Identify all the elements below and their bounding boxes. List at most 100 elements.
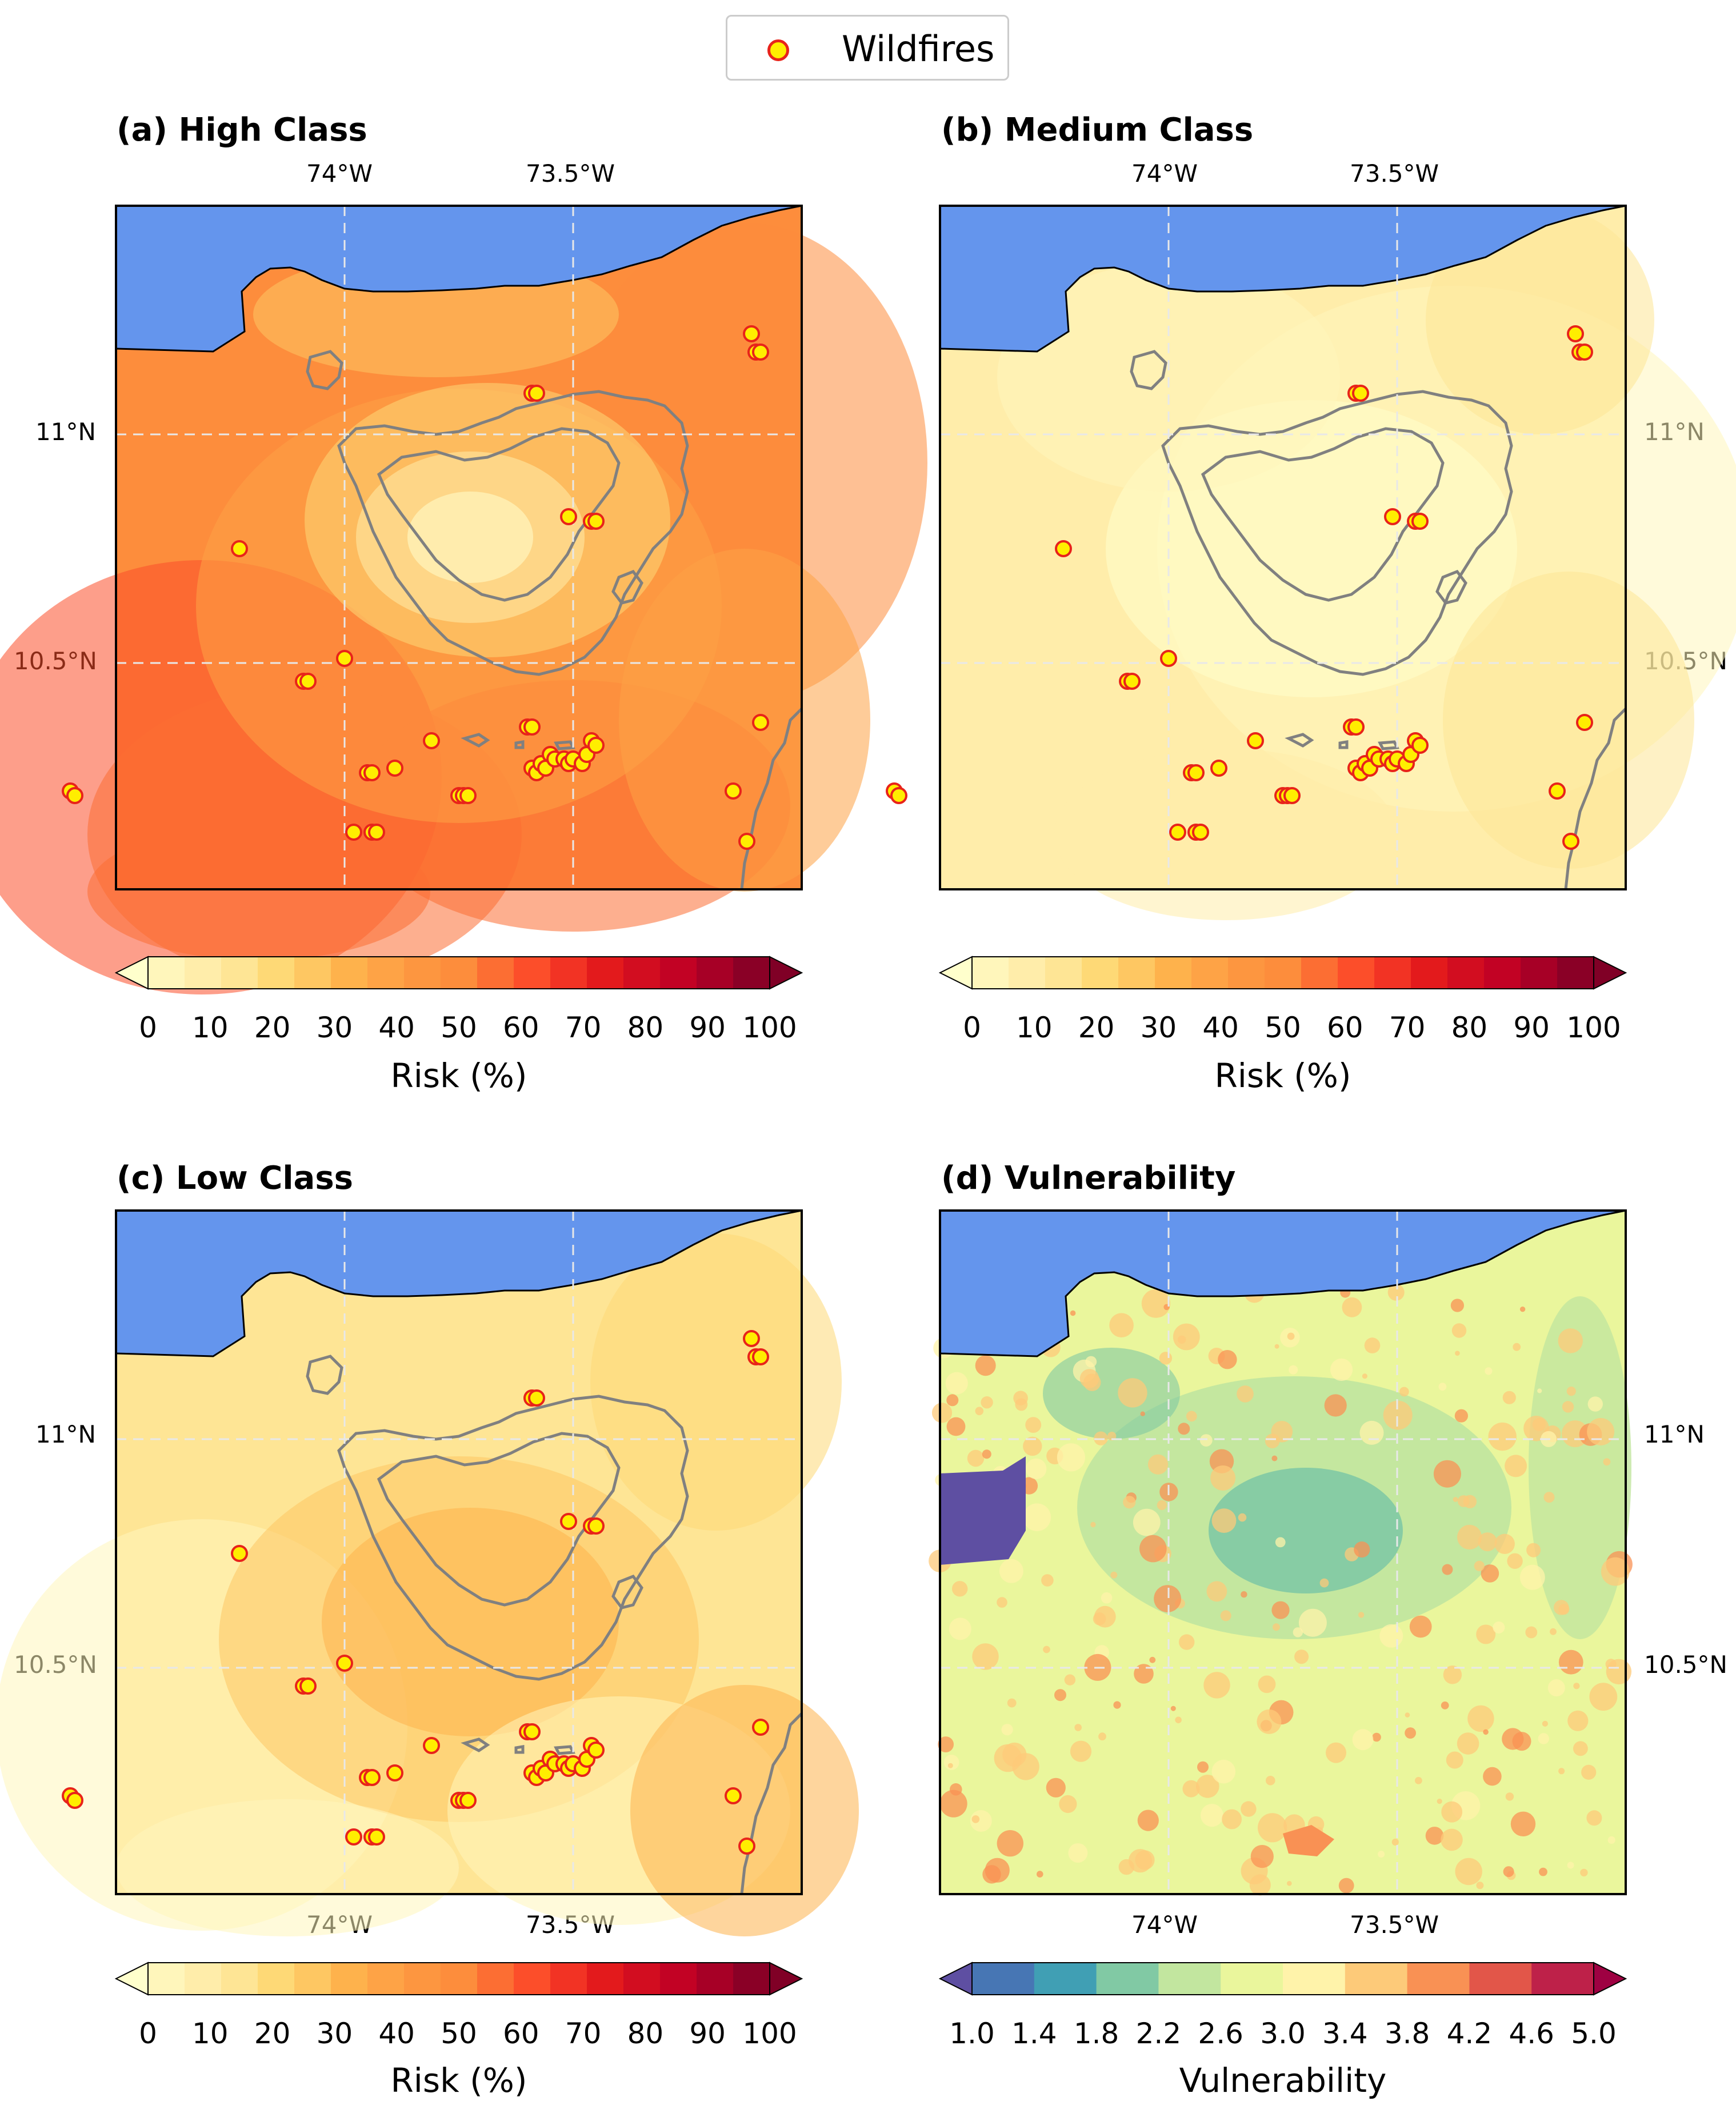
colorbar-bin	[221, 1963, 258, 1995]
colorbar-tick-label: 20	[1078, 1011, 1115, 1044]
wildfire-marker-icon	[767, 39, 789, 61]
risk-colorbar-ticks-c: 0 10 20 30 40 50 60 70 80 90 100	[116, 2018, 802, 2052]
wildfire-point	[231, 540, 248, 557]
wildfire-point	[231, 1545, 248, 1562]
colorbar-tick-label: 70	[565, 2017, 602, 2050]
lon-tick-74w-a: 74°W	[306, 159, 373, 187]
colorbar-bin	[294, 957, 331, 989]
colorbar-extend-low	[938, 1962, 973, 1996]
colorbar-tick-label: 2.6	[1198, 2017, 1243, 2050]
wildfire-point	[725, 1787, 742, 1804]
colorbar-bin	[514, 957, 551, 989]
elevation-contour	[1130, 350, 1167, 390]
sea	[940, 206, 1626, 351]
colorbar-bin	[331, 1963, 368, 1995]
colorbar-tick-label: 1.4	[1011, 2017, 1057, 2050]
colorbar-tick-label: 40	[378, 1011, 415, 1044]
colorbar-bin	[733, 1963, 770, 1995]
colorbar-tick-label: 20	[254, 2017, 291, 2050]
wildfire-point	[743, 325, 760, 342]
colorbar-bin	[623, 957, 661, 989]
colorbar-bin	[1484, 957, 1521, 989]
wildfire-point	[386, 760, 403, 777]
colorbar-bin	[294, 1963, 331, 1995]
colorbar-bin	[587, 957, 624, 989]
wildfire-point	[363, 764, 381, 781]
wildfire-point	[890, 787, 907, 804]
vulnerability-colorbar-ticks: 1.0 1.4 1.8 2.2 2.6 3.0 3.4 3.8 4.2 4.6 5.0	[940, 2018, 1626, 2052]
risk-colorbar-label-a: Risk (%)	[390, 1056, 527, 1095]
map-vulnerability	[929, 1209, 1633, 1896]
colorbar-bin	[587, 1963, 624, 1995]
vulnerability-colorbar	[938, 1962, 1627, 1996]
colorbar-bin	[477, 1963, 514, 1995]
lat-tick-105n-d: 10.5°N	[1644, 1651, 1727, 1679]
colorbar-bin	[697, 1963, 734, 1995]
wildfire-point	[66, 1792, 83, 1809]
wildfire-point	[1055, 540, 1072, 557]
elevation-contour	[461, 1737, 490, 1752]
colorbar-tick-label: 3.4	[1322, 2017, 1368, 2050]
colorbar-tick-label: 50	[1265, 1011, 1301, 1044]
colorbar-tick-label: 3.8	[1384, 2017, 1430, 2050]
map-frame	[115, 1209, 803, 1895]
colorbar-tick-label: 40	[378, 2017, 415, 2050]
colorbar-tick-label: 20	[254, 1011, 291, 1044]
wildfire-point	[1283, 787, 1301, 804]
wildfire-point	[587, 1517, 605, 1535]
colorbar-bin	[660, 957, 697, 989]
sea	[940, 1211, 1626, 1356]
coastline	[939, 205, 1626, 353]
wildfire-point	[299, 673, 317, 690]
colorbar-tick-label: 4.2	[1446, 2017, 1493, 2050]
lon-tick-74w-b: 74°W	[1131, 159, 1198, 187]
elevation-contour	[611, 569, 643, 605]
wildfire-point	[523, 718, 541, 736]
colorbar-bin	[550, 957, 587, 989]
colorbar-tick-label: 70	[565, 1011, 602, 1044]
lat-tick-11n-c: 11°N	[35, 1420, 96, 1448]
colorbar-extend-low	[114, 1962, 149, 1996]
wildfire-point	[1411, 513, 1429, 530]
colorbar-tick-label: 70	[1389, 1011, 1426, 1044]
colorbar-bin	[623, 1963, 661, 1995]
wildfire-point	[1352, 385, 1369, 402]
elevation-contour	[306, 1355, 343, 1395]
colorbar-tick-label: 0	[139, 1011, 157, 1044]
wildfire-point	[523, 1723, 541, 1740]
elevation-contour	[1161, 390, 1513, 676]
sea	[116, 1211, 802, 1356]
elevation-contour	[377, 427, 621, 602]
colorbar-bin	[1374, 957, 1411, 989]
wildfire-point	[560, 508, 577, 525]
colorbar-bin	[1521, 957, 1558, 989]
colorbar-bin	[1082, 957, 1119, 989]
colorbar-bin	[221, 957, 258, 989]
colorbar-bin	[1045, 957, 1082, 989]
colorbar-bin	[404, 1963, 441, 1995]
elevation-contour	[461, 733, 490, 748]
wildfire-point	[738, 833, 755, 850]
colorbar-bin	[441, 957, 478, 989]
wildfire-point	[1347, 718, 1365, 736]
colorbar-bin	[1301, 957, 1338, 989]
colorbar-bin	[1265, 957, 1302, 989]
map-frame	[939, 205, 1627, 890]
risk-colorbar-ticks-a: 0 10 20 30 40 50 60 70 80 90 100	[116, 1012, 802, 1046]
colorbar-tick-label: 50	[441, 2017, 477, 2050]
wildfire-point	[66, 787, 83, 804]
wildfire-point	[368, 1828, 385, 1846]
colorbar-bin	[258, 957, 295, 989]
wildfire-point	[587, 1741, 605, 1759]
wildfire-point	[560, 1513, 577, 1530]
wildfire-point	[752, 343, 769, 361]
vulnerability-field	[929, 1281, 1633, 1896]
lon-tick-74w-d: 74°W	[1131, 1911, 1198, 1939]
colorbar-bin	[1155, 957, 1192, 989]
wetland-patch	[940, 1456, 1026, 1565]
lat-tick-11n-d: 11°N	[1644, 1420, 1705, 1448]
wildfire-point	[725, 782, 742, 800]
colorbar-tick-label: 0	[963, 1011, 981, 1044]
colorbar-bin	[1118, 957, 1155, 989]
colorbar-bin	[1221, 1963, 1283, 1995]
